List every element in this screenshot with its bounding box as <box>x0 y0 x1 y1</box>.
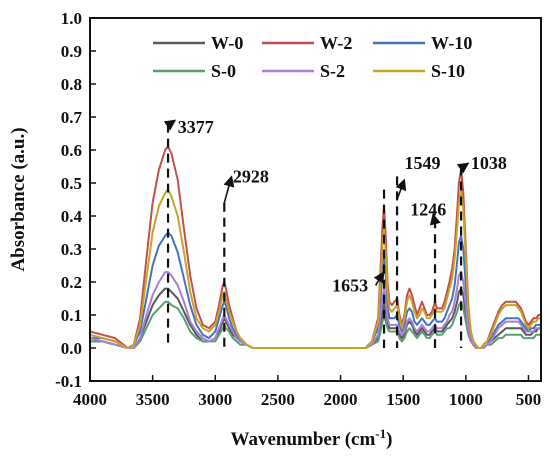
peak-arrow-1653 <box>373 271 385 286</box>
legend-label-w-2: W-2 <box>320 33 352 53</box>
x-axis-title: Wavenumber (cm-1) <box>231 426 393 450</box>
legend: W-0 W-2 W-10 S-0 S-2 S-10 <box>153 33 472 81</box>
series-layer <box>89 145 542 349</box>
y-tick-label: 1.0 <box>61 9 82 28</box>
peak-arrow-1038 <box>456 162 470 174</box>
y-tick-label: 0.1 <box>61 306 82 325</box>
peak-arrow-1246 <box>429 213 441 226</box>
x-tick-label: 3500 <box>136 390 170 409</box>
x-tick-label: 2000 <box>324 390 358 409</box>
y-tick-label: 0.7 <box>61 108 83 127</box>
series-line-w-10 <box>89 231 542 349</box>
legend-label-s-10: S-10 <box>431 61 465 81</box>
x-tick-label: 500 <box>516 390 542 409</box>
legend-label-s-2: S-2 <box>320 61 345 81</box>
peak-arrow-2928 <box>223 175 235 204</box>
x-axis-title-tail: ) <box>386 429 392 450</box>
x-axis-title-main: Wavenumber (cm <box>231 429 376 450</box>
peak-label-3377: 3377 <box>178 117 214 137</box>
annotation-layer: 3377 2928 1653 1549 1246 1038 <box>163 117 507 348</box>
legend-label-w-10: W-10 <box>431 33 472 53</box>
peak-arrow-3377 <box>163 119 177 131</box>
peak-arrow-1549 <box>395 178 407 200</box>
plot-frame <box>89 17 542 382</box>
peak-label-1549: 1549 <box>404 153 440 173</box>
legend-label-s-0: S-0 <box>211 61 236 81</box>
series-line-s-10 <box>89 188 542 349</box>
peak-label-2928: 2928 <box>233 166 269 186</box>
y-tick-label: 0.3 <box>61 240 82 259</box>
y-tick-label: 0.4 <box>61 207 83 226</box>
peak-label-1246: 1246 <box>410 199 446 219</box>
peak-label-1653: 1653 <box>332 275 368 295</box>
y-tick-label: -0.1 <box>55 372 82 391</box>
y-tick-label: 0.6 <box>61 141 82 160</box>
x-axis-title-superscript: -1 <box>375 426 386 441</box>
series-line-s-2 <box>89 271 542 349</box>
y-tick-label: 0.5 <box>61 174 82 193</box>
tick-layer: 4000 3500 3000 2500 2000 1500 1000 500 -0.1 0.0 0.… <box>55 9 541 409</box>
peak-label-1038: 1038 <box>471 153 507 173</box>
y-tick-label: 0.2 <box>61 273 82 292</box>
x-tick-label: 1000 <box>449 390 483 409</box>
x-tick-label: 2500 <box>261 390 295 409</box>
x-tick-label: 1500 <box>386 390 420 409</box>
y-tick-label: 0.9 <box>61 42 82 61</box>
x-tick-label: 3000 <box>198 390 232 409</box>
legend-label-w-0: W-0 <box>211 33 243 53</box>
y-axis-title: Absorbance (a.u.) <box>8 127 29 271</box>
y-tick-label: 0.0 <box>61 339 82 358</box>
y-tick-label: 0.8 <box>61 75 82 94</box>
x-tick-label: 4000 <box>73 390 107 409</box>
